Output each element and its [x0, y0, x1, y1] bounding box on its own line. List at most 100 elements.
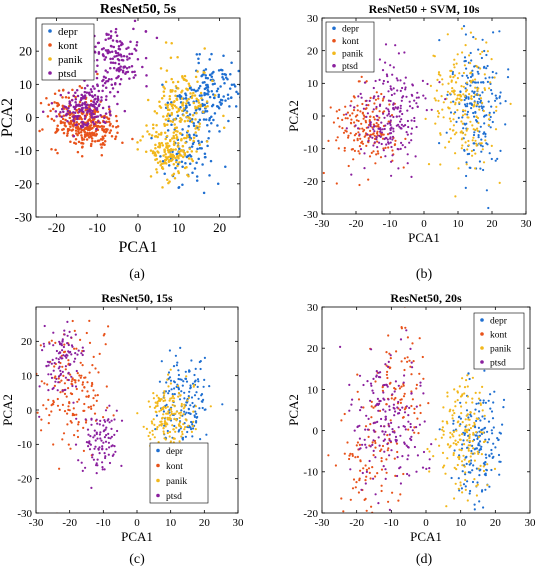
data-point-depr	[445, 131, 448, 134]
data-point-depr	[161, 160, 165, 163]
data-point-panik	[171, 81, 175, 84]
data-point-panik	[169, 138, 172, 142]
data-point-depr	[184, 377, 188, 380]
data-point-panik	[163, 396, 166, 399]
data-point-panik	[477, 121, 480, 125]
data-point-kont	[76, 125, 80, 128]
data-point-depr	[469, 51, 472, 55]
data-point-panik	[164, 80, 168, 84]
data-point-kont	[92, 355, 95, 358]
data-point-kont	[79, 361, 82, 364]
data-point-panik	[476, 65, 479, 68]
data-point-ptsd	[68, 100, 71, 103]
data-point-ptsd	[116, 57, 120, 61]
data-point-kont	[342, 510, 345, 513]
data-point-depr	[202, 118, 206, 121]
data-point-ptsd	[369, 125, 372, 128]
data-point-kont	[66, 412, 69, 415]
data-point-kont	[100, 146, 103, 149]
data-point-panik	[445, 505, 448, 508]
data-point-kont	[63, 124, 67, 127]
data-point-ptsd	[109, 61, 113, 64]
data-point-kont	[364, 134, 367, 137]
data-point-ptsd	[388, 425, 391, 428]
data-point-ptsd	[155, 36, 159, 40]
data-point-panik	[181, 102, 184, 105]
data-point-depr	[475, 402, 478, 405]
data-point-ptsd	[101, 89, 104, 93]
data-point-depr	[482, 81, 485, 84]
data-point-ptsd	[91, 120, 95, 124]
data-point-kont	[74, 129, 78, 132]
data-point-panik	[194, 127, 197, 130]
data-point-depr	[471, 444, 474, 447]
data-point-depr	[467, 372, 470, 375]
data-point-panik	[166, 106, 169, 109]
data-point-panik	[447, 82, 450, 85]
data-point-ptsd	[101, 84, 105, 87]
data-point-ptsd	[96, 95, 100, 99]
data-point-panik	[452, 112, 456, 115]
data-point-ptsd	[406, 153, 409, 156]
data-point-ptsd	[57, 367, 60, 370]
series-ptsd	[41, 19, 159, 138]
data-point-ptsd	[414, 155, 417, 158]
data-point-panik	[464, 478, 467, 482]
data-point-panik	[156, 161, 160, 164]
data-point-kont	[100, 154, 104, 157]
data-point-panik	[480, 142, 483, 145]
data-point-kont	[359, 469, 362, 472]
data-point-panik	[464, 113, 467, 116]
data-point-depr	[168, 349, 171, 352]
data-point-kont	[89, 405, 93, 408]
data-point-ptsd	[115, 409, 118, 412]
data-point-panik	[186, 135, 189, 138]
data-point-ptsd	[61, 370, 64, 373]
data-point-ptsd	[54, 380, 57, 383]
data-point-ptsd	[58, 365, 61, 368]
data-point-kont	[91, 133, 95, 137]
data-point-kont	[380, 92, 383, 96]
data-point-depr	[463, 148, 466, 152]
data-point-depr	[185, 411, 188, 414]
data-point-depr	[485, 53, 488, 57]
data-point-panik	[175, 106, 178, 109]
data-point-ptsd	[76, 94, 80, 98]
data-point-ptsd	[74, 97, 78, 101]
data-point-ptsd	[379, 135, 382, 138]
data-point-panik	[494, 128, 498, 131]
data-point-kont	[362, 117, 365, 120]
data-point-depr	[472, 91, 476, 95]
data-point-depr	[219, 68, 223, 72]
data-point-depr	[195, 391, 198, 394]
data-point-panik	[475, 115, 478, 119]
data-point-ptsd	[369, 122, 372, 125]
data-point-depr	[469, 84, 472, 87]
data-point-kont	[42, 404, 45, 407]
data-point-depr	[195, 179, 199, 182]
y-tick-label: 20	[21, 336, 33, 348]
data-point-kont	[56, 124, 59, 128]
data-point-ptsd	[128, 56, 131, 60]
data-point-kont	[409, 365, 412, 368]
data-point-ptsd	[365, 99, 368, 102]
data-point-panik	[157, 441, 160, 444]
data-point-ptsd	[114, 61, 117, 65]
data-point-ptsd	[48, 361, 51, 364]
data-point-kont	[50, 404, 53, 407]
data-point-panik	[187, 116, 191, 119]
data-point-kont	[92, 397, 95, 400]
data-point-ptsd	[75, 369, 78, 373]
data-point-ptsd	[400, 141, 403, 144]
legend-marker-panik	[332, 51, 336, 56]
data-point-depr	[181, 165, 184, 169]
data-point-ptsd	[100, 96, 103, 99]
data-point-ptsd	[404, 86, 407, 89]
data-point-panik	[173, 177, 177, 180]
data-point-depr	[197, 57, 200, 60]
data-point-ptsd	[104, 56, 108, 59]
data-point-ptsd	[382, 439, 385, 442]
data-point-panik	[187, 396, 191, 399]
data-point-kont	[396, 450, 399, 454]
